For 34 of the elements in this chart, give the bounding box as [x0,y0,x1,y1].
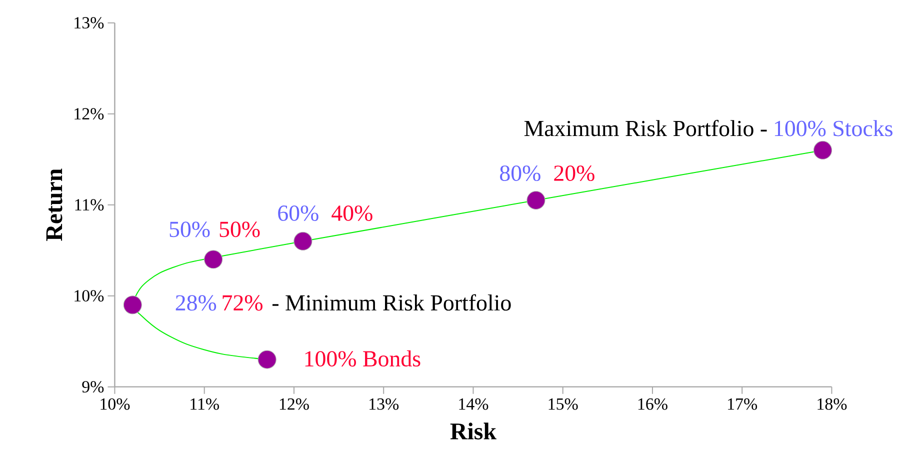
annotation: Maximum Risk Portfolio - [524,120,767,136]
annotation: 20% [554,165,594,182]
x-tick-label: 17% [728,398,758,410]
x-tick-label: 15% [548,398,578,410]
annotation: 50% [170,222,210,238]
x-tick-label: 12% [280,398,309,410]
x-axis-title: Risk [450,422,496,440]
annotation: 100% Bonds [305,350,420,367]
x-tick-label: 14% [459,398,488,410]
x-tick-label: 11% [190,398,219,410]
point [123,296,142,314]
point [258,350,276,369]
x-tick-label: 16% [638,398,668,410]
point [294,232,312,251]
y-tick-label: 13% [74,17,104,29]
x-tick-label: 13% [370,398,399,410]
y-tick-label: 12% [74,108,104,120]
y-tick-label: 11% [75,199,104,211]
y-tick-label: 9% [82,381,104,393]
y-axis-title: Return [46,168,62,241]
point [204,250,223,269]
annotation: 50% [220,222,260,238]
x-tick-label: 10% [100,398,130,410]
annotation: 72% [222,295,262,311]
annotation: 28% [176,295,216,311]
point [526,190,546,210]
annotation: 80% [500,165,540,182]
annotation: - Minimum Risk Portfolio [272,294,511,311]
annotation: 100% Stocks [774,120,892,136]
y-tick-label: 10% [74,290,104,302]
point [813,140,832,160]
x-tick-label: 18% [818,398,847,410]
annotation: 40% [332,205,372,221]
annotation: 60% [278,205,318,221]
